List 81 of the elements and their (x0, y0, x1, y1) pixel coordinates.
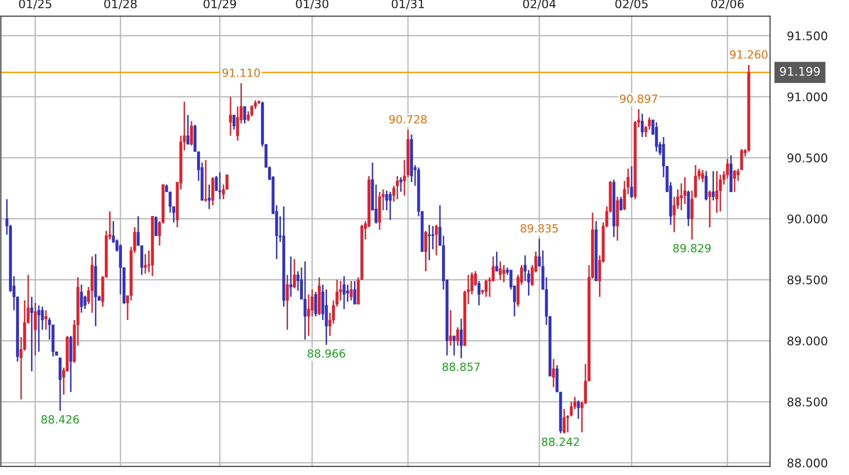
y-tick-label: 91.000 (787, 92, 828, 102)
annotation: 91.110 (222, 68, 260, 77)
candlestick (324, 288, 328, 346)
candlestick (186, 114, 190, 145)
annotation: 88.857 (442, 362, 480, 371)
candlestick (80, 284, 83, 314)
candlestick (502, 264, 506, 283)
candlestick (243, 106, 246, 124)
candlestick (44, 310, 48, 330)
candlestick (733, 169, 736, 193)
candlestick (385, 190, 388, 211)
annotation: 89.829 (673, 244, 711, 252)
candlestick (576, 400, 580, 420)
candlestick (342, 275, 346, 310)
y-tick-label: 90.000 (787, 214, 828, 224)
y-tick-label: 88.000 (788, 458, 828, 468)
candlestick (58, 357, 62, 412)
candlestick (229, 96, 232, 136)
candlestick (208, 184, 211, 210)
candlestick (292, 258, 296, 289)
candlestick (350, 280, 353, 302)
y-tick-label: 91.500 (787, 31, 828, 40)
candlestick (562, 408, 566, 434)
candlestick (304, 260, 306, 340)
candlestick (452, 335, 456, 356)
candlestick (211, 176, 214, 206)
candlestick (704, 170, 708, 202)
candlestick (37, 304, 40, 352)
candlestick (374, 184, 378, 224)
candlestick (498, 260, 502, 280)
candlestick (655, 122, 658, 152)
candlestick (701, 169, 704, 183)
annotation: 88.966 (308, 349, 346, 358)
y-tick-label: 89.500 (788, 275, 828, 284)
annotation: 88.426 (41, 415, 79, 424)
candlestick (630, 166, 634, 199)
candlestick (484, 279, 488, 298)
candlestick (495, 250, 498, 272)
annotation: 90.897 (620, 94, 658, 103)
candlestick (250, 104, 254, 117)
candlestick (30, 296, 34, 372)
candlestick (712, 170, 715, 202)
ref-line-label: 91.199 (780, 66, 820, 76)
candlestick (396, 175, 399, 200)
candlestick (34, 302, 37, 356)
candlestick (353, 280, 356, 305)
candlestick (144, 253, 147, 274)
y-tick-label: 88.500 (788, 397, 828, 406)
candlestick (449, 310, 452, 346)
candlestick (289, 256, 292, 298)
annotation: 88.242 (542, 438, 579, 446)
candlestick (640, 113, 644, 138)
candlestick (715, 170, 718, 214)
candlestick (620, 196, 622, 211)
candlestick (718, 174, 722, 212)
candlestick (204, 159, 208, 202)
candlestick (218, 172, 222, 200)
candlestick (431, 225, 434, 250)
candlestick (456, 326, 460, 346)
annotation: 90.728 (389, 115, 427, 124)
candlestick (286, 274, 289, 330)
y-tick-label: 89.000 (788, 336, 828, 346)
annotation: 91.260 (730, 50, 768, 59)
candlestick (346, 284, 350, 302)
candlestick (190, 120, 193, 146)
candlestick (428, 224, 431, 261)
candlestick (314, 291, 318, 318)
candlestick (708, 190, 712, 228)
candlestick (434, 224, 438, 256)
candlestick (84, 294, 86, 310)
candlestick (552, 358, 555, 388)
candlestick (388, 191, 392, 221)
candlestick (307, 294, 310, 337)
y-tick-label: 90.500 (787, 153, 828, 162)
candlestick (424, 230, 428, 272)
candlestick (478, 280, 480, 306)
annotation: 89.835 (520, 224, 558, 233)
candlestick (460, 318, 463, 359)
candlestick (154, 216, 158, 237)
candlestick (232, 114, 236, 130)
candlestick (399, 176, 402, 193)
